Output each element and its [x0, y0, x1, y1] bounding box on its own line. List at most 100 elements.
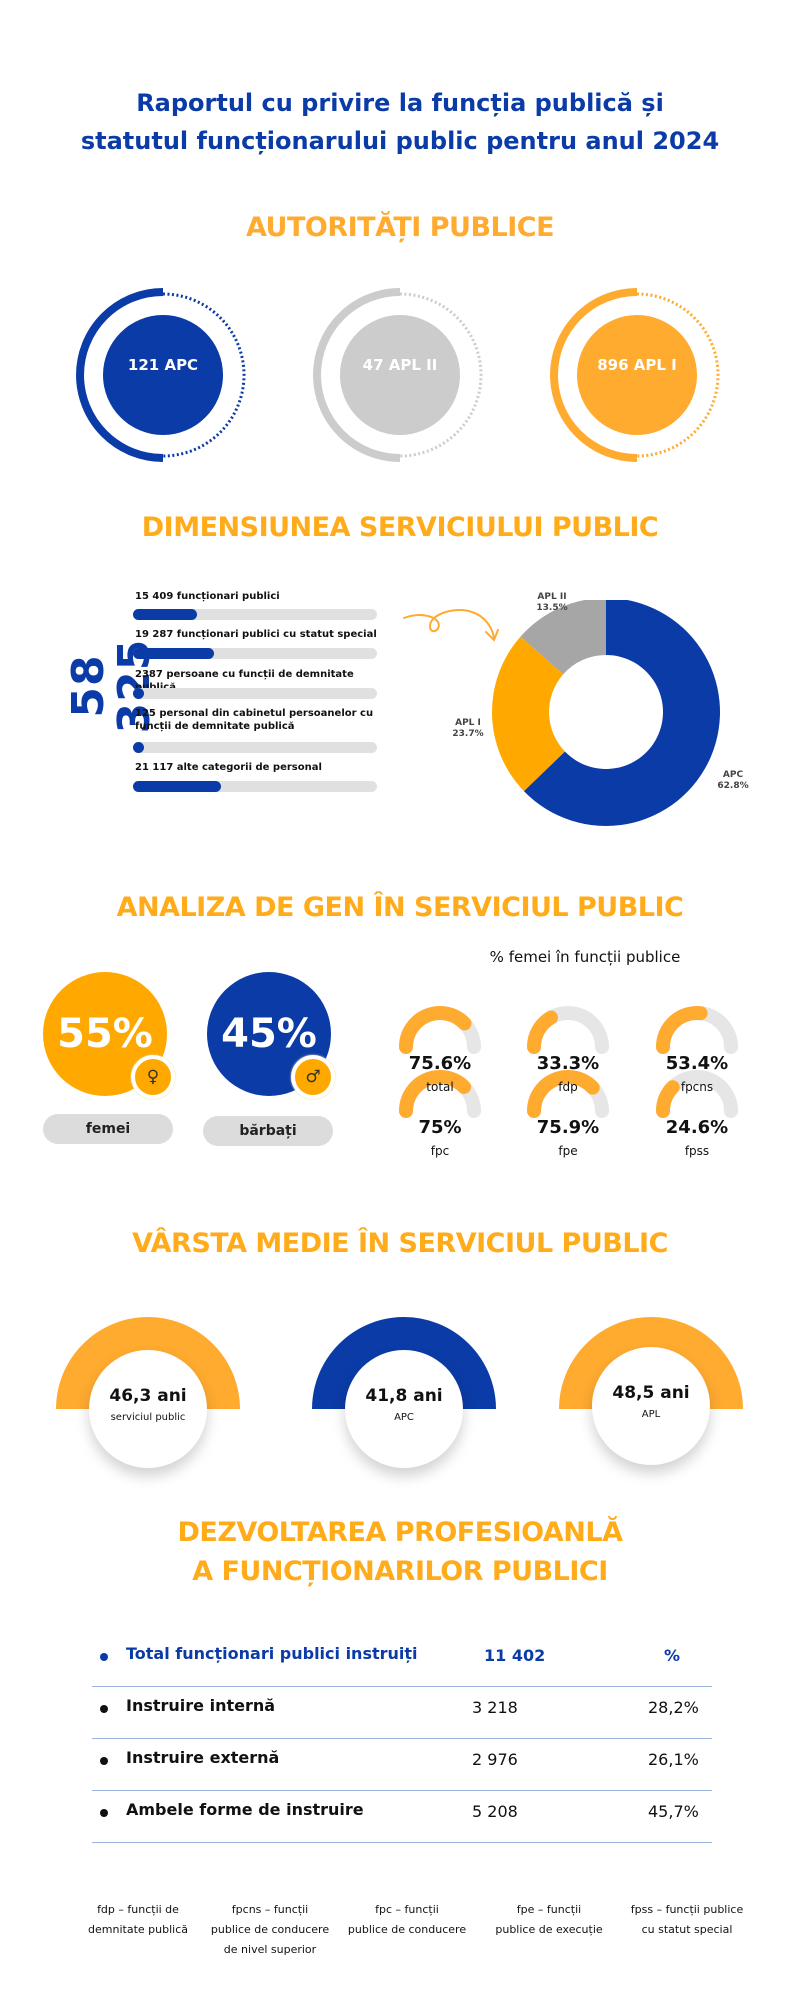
- footnote-line: fpss – funcții publice: [630, 1903, 744, 1916]
- gauge-value-fpss: 24.6%: [665, 1117, 729, 1138]
- donut-label-apc-pct: 62.8%: [717, 781, 749, 791]
- footnote-fdp: fdp – funcții de demnitate publică: [63, 1900, 213, 1940]
- training-header-row: Total funcționari publici instruiți 11 4…: [92, 1634, 712, 1687]
- footnote-line: de nivel superior: [223, 1943, 317, 1956]
- table-row: Instruire externă 2 976 26,1%: [92, 1738, 712, 1791]
- authority-apc-label: 121 APC: [127, 356, 199, 374]
- development-heading-line1: DEZVOLTAREA PROFESIOANLĂ: [177, 1517, 623, 1548]
- bullet-icon: [100, 1809, 108, 1817]
- gauge-value-total: 75.6%: [408, 1053, 472, 1074]
- bar-fill-5: [133, 781, 222, 792]
- men-label-pill: bărbați: [203, 1116, 333, 1146]
- gauge-value-fdp: 33.3%: [536, 1053, 600, 1074]
- total-personnel: 58 325: [63, 638, 160, 734]
- age-arc: [56, 1317, 240, 1410]
- footnote-fpc: fpc – funcții publice de conducere: [332, 1900, 482, 1940]
- training-row-pct: 26,1%: [648, 1750, 699, 1769]
- bar-fill-4: [133, 742, 144, 753]
- donut-slice-apl-i: [492, 636, 565, 792]
- gauge-label-total: total: [426, 1080, 454, 1094]
- footnote-line: publice de conducere: [347, 1923, 467, 1936]
- age-card-apc: 41,8 ani APC: [345, 1350, 463, 1468]
- gauge-fill-fpss: [656, 1080, 680, 1118]
- bar-label-2: 19 287 funcționari publici cu statut spe…: [135, 629, 377, 640]
- gauge-fill-fpe: [527, 1070, 600, 1118]
- authority-circle: [577, 315, 697, 435]
- bar-fill-3: [133, 688, 144, 699]
- authority-ring-dotted: [162, 292, 246, 458]
- gauge-fill-fdp: [527, 1010, 558, 1054]
- age-label-apc: APC: [394, 1412, 414, 1423]
- development-heading-line2: A FUNCȚIONARILOR PUBLICI: [192, 1556, 608, 1587]
- table-row: Ambele forme de instruire 5 208 45,7%: [92, 1790, 712, 1843]
- report-title-line1: Raportul cu privire la funcția publică ș…: [136, 89, 664, 117]
- bullet-icon: [100, 1757, 108, 1765]
- training-row-name: Instruire externă: [126, 1748, 280, 1767]
- authorities-circles: [76, 288, 720, 462]
- training-row-value: 5 208: [472, 1802, 518, 1821]
- bar-track-1: [133, 609, 377, 620]
- footnote-line: fdp – funcții de: [97, 1903, 179, 1916]
- gauge-fill-total: [399, 1006, 472, 1054]
- authorities-heading: AUTORITĂȚI PUBLICE: [245, 212, 555, 243]
- donut-slice-apl-ii: [520, 600, 606, 675]
- gauge-label-fpe: fpe: [558, 1144, 578, 1158]
- footnote-fpss: fpss – funcții publice cu statut special: [612, 1900, 762, 1940]
- donut-label-apl2-name: APL II: [537, 592, 567, 602]
- bar-track-2: [133, 648, 377, 659]
- donut-label-apl2: APL II 13.5%: [522, 592, 582, 614]
- footnote-line: publice de execuție: [495, 1923, 603, 1936]
- bar-track-5: [133, 781, 377, 792]
- bar-track-4: [133, 742, 377, 753]
- bullet-icon: [100, 1705, 108, 1713]
- authority-circle: [103, 315, 223, 435]
- training-row-name: Instruire internă: [126, 1696, 276, 1715]
- authority-ring-dotted: [399, 292, 483, 458]
- footnote-line: fpc – funcții: [375, 1903, 439, 1916]
- male-icon: ♂: [291, 1055, 335, 1099]
- donut-label-apl1: APL I 23.7%: [438, 718, 498, 740]
- age-value-apc: 41,8 ani: [365, 1386, 443, 1406]
- curly-arrow-icon: [403, 608, 499, 642]
- table-row: Instruire internă 3 218 28,2%: [92, 1686, 712, 1739]
- bar-fill-2: [133, 648, 214, 659]
- gauge-value-fpe: 75.9%: [536, 1117, 600, 1138]
- training-total-label: Total funcționari publici instruiți: [126, 1644, 418, 1663]
- training-row-value: 2 976: [472, 1750, 518, 1769]
- authority-ring-solid: [313, 288, 401, 462]
- donut-label-apl1-name: APL I: [455, 718, 481, 728]
- training-row-value: 3 218: [472, 1698, 518, 1717]
- age-card-public-service: 46,3 ani serviciul public: [89, 1350, 207, 1468]
- authority-ring-solid: [76, 288, 164, 462]
- donut-slice-apc: [523, 600, 720, 826]
- gauge-label-fpcns: fpcns: [680, 1080, 714, 1094]
- gauge-value-fpc: 75%: [418, 1117, 462, 1138]
- gauge-fill-fpc: [399, 1070, 472, 1118]
- gauges: [399, 1006, 738, 1118]
- gauge-value-fpcns: 53.4%: [665, 1053, 729, 1074]
- training-total-value: 11 402: [484, 1646, 546, 1665]
- gender-heading: ANALIZA DE GEN ÎN SERVICIUL PUBLIC: [116, 892, 684, 923]
- footnote-line: demnitate publică: [88, 1923, 188, 1936]
- bullet-icon: [100, 1653, 108, 1661]
- age-label-public-service: serviciul public: [110, 1412, 186, 1423]
- age-arc: [312, 1317, 496, 1410]
- training-row-name: Ambele forme de instruire: [126, 1800, 364, 1819]
- bar-fill-1: [133, 609, 198, 620]
- age-arc: [559, 1317, 743, 1410]
- training-pct-header: %: [664, 1646, 681, 1665]
- bar-label-1: 15 409 funcționari publici: [135, 591, 280, 602]
- women-label-pill: femei: [43, 1114, 173, 1144]
- authority-ring-solid: [550, 288, 638, 462]
- age-heading: VÂRSTA MEDIE ÎN SERVICIUL PUBLIC: [132, 1228, 668, 1259]
- age-value-public-service: 46,3 ani: [109, 1386, 187, 1406]
- authority-apl2-label: 47 APL II: [362, 356, 438, 374]
- donut-label-apl2-pct: 13.5%: [536, 603, 568, 613]
- donut-label-apc: APC 62.8%: [708, 770, 758, 792]
- donut-label-apc-name: APC: [722, 770, 744, 780]
- donut-chart: [492, 600, 720, 826]
- bar-label-5: 21 117 alte categorii de personal: [135, 762, 322, 773]
- gauge-label-fdp: fdp: [558, 1080, 578, 1094]
- authority-ring-dotted: [636, 292, 720, 458]
- authority-apl1-label: 896 APL I: [597, 356, 677, 374]
